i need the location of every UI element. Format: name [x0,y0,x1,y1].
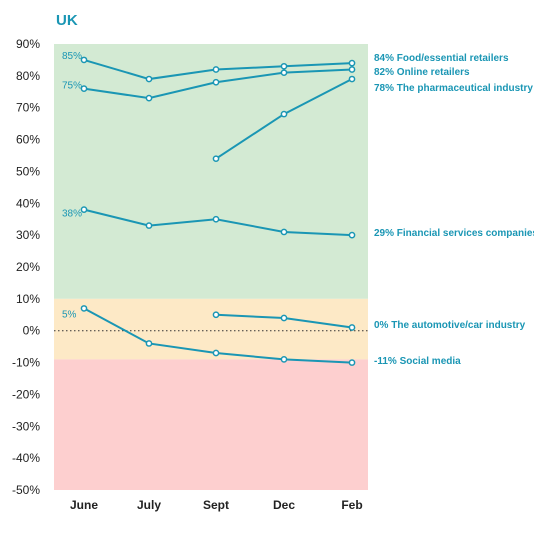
y-tick-label: 60% [16,133,40,147]
series-end-label: 0% The automotive/car industry [374,320,526,331]
y-tick-label: 50% [16,164,40,178]
y-tick-label: -50% [12,483,40,497]
y-tick-label: -20% [12,387,40,401]
data-point [348,324,356,331]
band-0 [54,44,368,299]
x-tick-label: July [137,498,161,512]
data-point [212,349,220,357]
data-point [80,56,88,64]
y-tick-label: 30% [16,228,40,242]
y-tick-label: 90% [16,37,40,51]
data-point [80,305,88,312]
data-point [280,314,288,322]
data-point [348,75,356,83]
data-point [348,231,356,239]
series-end-label: 29% Financial services companies [374,228,534,239]
x-tick-label: Dec [273,498,295,512]
y-tick-label: 80% [16,69,40,83]
band-2 [54,359,368,490]
data-point [280,356,288,363]
data-point [212,155,220,163]
data-point [280,110,288,118]
data-point [348,66,356,73]
data-point [145,222,153,229]
data-point [280,62,288,70]
data-point [212,311,220,319]
series-start-label: 85% [62,51,82,62]
y-tick-label: 20% [16,260,40,274]
data-point [145,75,153,83]
data-point [212,78,220,86]
y-tick-label: 40% [16,196,40,210]
x-tick-label: Feb [341,498,362,512]
data-point [280,69,288,77]
series-end-label: 78% The pharmaceutical industry [374,83,533,94]
data-point [212,215,220,223]
y-tick-label: -30% [12,419,40,433]
series-start-label: 38% [62,209,82,220]
data-point [145,340,153,347]
data-point [212,66,220,73]
chart-title: UK [56,12,78,29]
y-tick-label: 70% [16,101,40,115]
series-start-label: 5% [62,309,77,320]
data-point [348,59,356,67]
y-tick-label: 10% [16,292,40,306]
series-end-label: 82% Online retailers [374,67,470,78]
x-tick-label: Sept [203,498,229,512]
series-end-label: 84% Food/essential retailers [374,53,509,64]
band-1 [54,298,368,360]
series-end-label: -11% Social media [374,356,461,367]
data-point [80,85,88,92]
data-point [145,94,153,102]
y-tick-label: -40% [12,451,40,465]
data-point [80,206,88,214]
data-point [348,359,356,366]
data-point [280,228,288,236]
y-tick-label: -10% [12,356,40,370]
series-start-label: 75% [62,81,82,92]
y-tick-label: 0% [23,324,41,338]
x-tick-label: June [70,498,98,512]
